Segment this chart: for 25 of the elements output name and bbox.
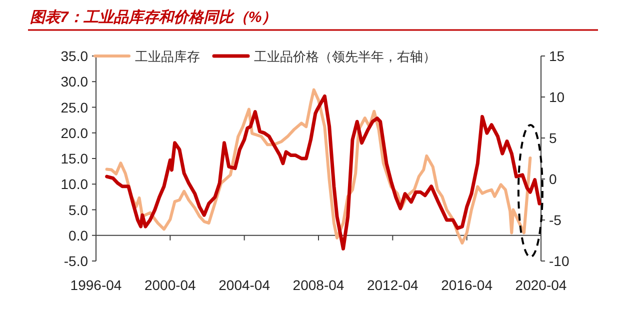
x-tick-label: 2012-04 [366,277,419,293]
y2-tick-label: 0 [549,171,557,187]
x-tick-label: 2016-04 [441,277,493,293]
y-tick-label: 0.0 [68,227,88,244]
legend-label: 工业品价格（领先半年，右轴） [254,49,436,64]
y-tick-label: 5.0 [68,202,88,218]
y2-tick-label: 10 [549,89,565,105]
y-tick-label: 10.0 [60,176,88,192]
x-tick-label: 2004-04 [218,277,270,293]
y-tick-label: 25.0 [60,99,88,116]
y2-tick-label: 5 [549,130,557,146]
x-tick-label: 1996-04 [70,277,122,293]
y-tick-label: 20.0 [60,124,88,141]
y2-tick-label: 15 [549,48,565,64]
y-tick-label: 35.0 [60,48,88,64]
legend-label: 工业品库存 [135,49,200,64]
y-tick-label: -5.0 [64,253,88,269]
x-tick-label: 2008-04 [292,277,344,293]
y-tick-label: 15.0 [60,150,88,166]
y2-tick-label: -10 [549,253,570,269]
y2-tick-label: -5 [549,212,562,228]
x-tick-label: 2020-04 [515,277,567,293]
y-tick-label: 30.0 [60,74,88,90]
chart-title: 图表7：工业品库存和价格同比（%） [30,8,277,26]
x-tick-label: 2000-04 [144,277,196,293]
